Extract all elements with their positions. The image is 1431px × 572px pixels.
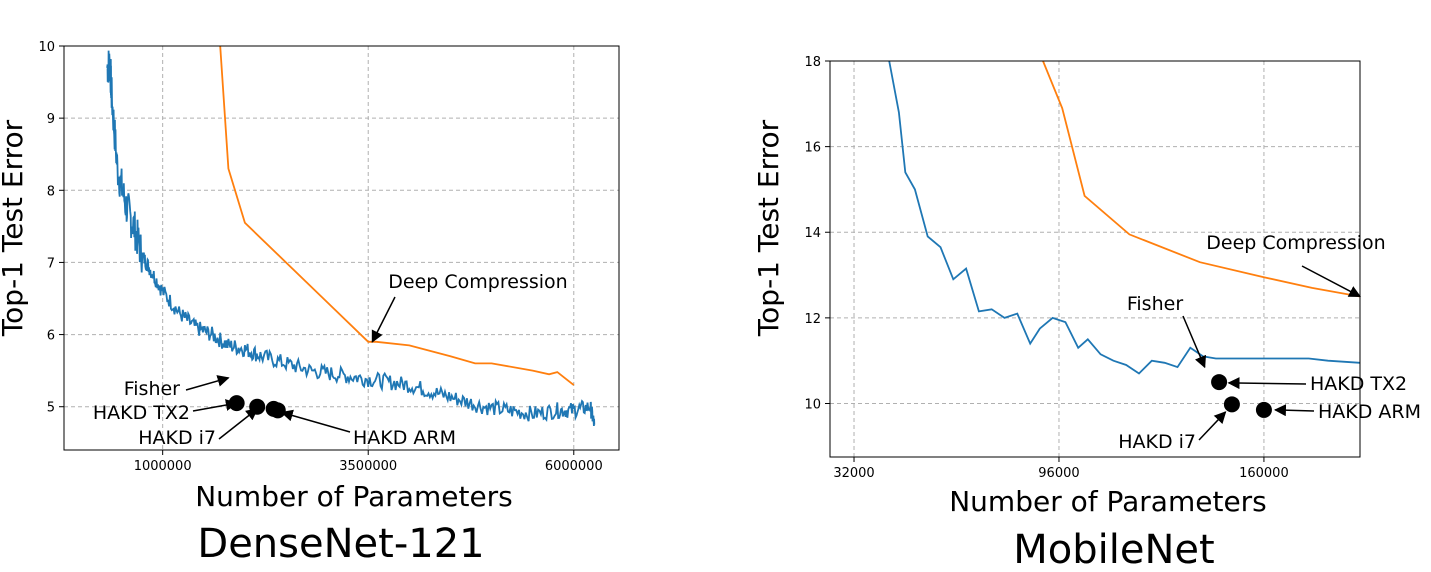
y-tick-label: 5 [47,401,55,416]
annotation-hakd-tx2: HAKD TX2 [93,399,238,424]
y-tick-label: 10 [38,40,55,55]
series-lines [888,61,1360,375]
annotation-hakd-i7: HAKD i7 [138,408,259,449]
annotation-text: Fisher [1127,293,1183,315]
x-axis-title: Number of Parameters [195,480,513,513]
y-tick-label: 16 [804,141,821,156]
annotation-arrow [192,399,238,412]
annotation-hakd-tx2: HAKD TX2 [1227,373,1407,395]
chart-title: MobileNet [1013,527,1214,572]
x-tick-label: 6000000 [545,459,603,474]
annotation-hakd-arm: HAKD ARM [280,409,456,449]
series-line-0 [105,50,596,427]
plot-area [829,60,1361,458]
annotations: Deep Compression Fisher HAKD TX2 HAKD i7… [93,271,568,449]
axes-frame [829,60,1361,458]
annotation-fisher: Fisher [1127,293,1206,369]
grid-lines [830,60,1360,457]
series-lines [105,46,596,427]
y-axis-title: Top-1 Test Error [752,119,785,337]
x-axis-title: Number of Parameters [949,485,1267,518]
annotation-deep-compression: Deep Compression [371,271,568,343]
annotation-text: HAKD i7 [138,427,216,449]
point-hakd-arm [269,402,286,419]
annotation-arrow [185,375,230,391]
annotation-text: HAKD i7 [1118,431,1196,453]
y-tick-label: 8 [47,184,55,199]
series-line-1 [1042,61,1360,298]
x-axis-ticks: 32000 96000 160000 [833,457,1289,481]
x-tick-label: 3500000 [339,459,397,474]
annotation-arrow [218,408,259,440]
annotation-arrow [1198,411,1227,441]
series-line-0 [888,61,1360,375]
point-hakd-tx2 [1211,374,1228,391]
series-line-1 [219,46,575,386]
x-tick-label: 160000 [1239,466,1289,481]
y-tick-label: 7 [47,256,55,271]
chart-densenet: 1000000 3500000 6000000 5 6 7 8 9 10 Deep Compr… [0,40,620,567]
annotation-text: Fisher [124,378,180,400]
annotation-text: Deep Compression [388,271,567,293]
y-tick-label: 12 [804,312,821,327]
annotation-text: HAKD TX2 [93,402,190,424]
annotations: Deep Compression Fisher HAKD TX2 HAKD i7… [1118,232,1421,453]
annotation-arrow [371,296,396,343]
point-hakd-tx2 [249,398,266,415]
annotation-text: Deep Compression [1206,232,1385,254]
annotation-hakd-i7: HAKD i7 [1118,411,1227,453]
x-tick-label: 32000 [833,466,874,481]
annotation-arrow [1273,404,1315,417]
annotation-text: HAKD ARM [1318,401,1421,423]
y-tick-label: 10 [804,397,821,412]
y-tick-label: 18 [804,55,821,70]
annotation-arrow [1227,377,1307,390]
y-tick-label: 14 [804,226,821,241]
annotation-text: HAKD ARM [353,427,456,449]
annotation-text: HAKD TX2 [1310,373,1407,395]
point-hakd-i7 [1223,396,1240,413]
y-axis-title: Top-1 Test Error [0,119,29,337]
annotation-fisher: Fisher [124,375,230,400]
annotation-arrow [1301,265,1362,298]
data-points [1211,374,1272,418]
annotation-arrow [280,409,351,433]
x-tick-label: 96000 [1038,466,1079,481]
y-axis-ticks: 10 12 14 16 18 [804,55,830,412]
y-axis-ticks: 5 6 7 8 9 10 [38,40,64,416]
annotation-hakd-arm: HAKD ARM [1273,401,1421,423]
chart-title: DenseNet-121 [197,521,484,567]
point-hakd-arm [1255,401,1272,418]
annotation-arrow [1182,315,1206,369]
x-tick-label: 1000000 [134,459,192,474]
axes-frame [63,45,620,451]
annotation-deep-compression: Deep Compression [1206,232,1386,298]
y-tick-label: 6 [47,329,55,344]
x-axis-ticks: 1000000 3500000 6000000 [134,450,603,474]
data-points [228,395,286,419]
y-tick-label: 9 [47,112,55,127]
chart-mobilenet: 32000 96000 160000 10 12 14 16 18 Deep Compres… [752,55,1421,572]
